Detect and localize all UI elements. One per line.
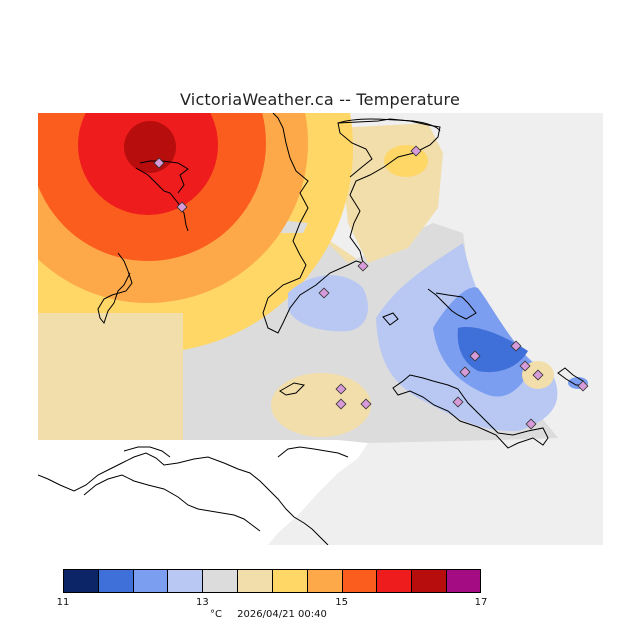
timestamp-label: 2026/04/21 00:40 xyxy=(237,609,327,620)
colorbar-tick-label: 13 xyxy=(195,597,209,608)
coastline xyxy=(38,113,587,545)
unit-label: °C xyxy=(210,609,222,620)
station-marker[interactable] xyxy=(335,383,347,395)
colorbar-swatch xyxy=(167,569,204,593)
colorbar-swatch xyxy=(376,569,413,593)
station-marker[interactable] xyxy=(176,201,188,213)
temperature-colorbar xyxy=(63,569,481,595)
colorbar-swatch xyxy=(237,569,273,593)
colorbar-tick-label: 11 xyxy=(56,597,70,608)
station-marker[interactable] xyxy=(360,398,372,410)
station-marker[interactable] xyxy=(410,145,422,157)
colorbar-swatch xyxy=(272,569,308,593)
colorbar-swatch xyxy=(132,569,169,593)
temperature-contour-map[interactable] xyxy=(38,113,603,545)
colorbar-caption: °C 2026/04/21 00:40 xyxy=(210,609,339,620)
colorbar-swatch xyxy=(306,569,343,593)
station-marker[interactable] xyxy=(318,287,330,299)
colorbar-swatch xyxy=(63,569,99,593)
station-markers xyxy=(153,145,589,430)
colorbar-swatch xyxy=(202,569,239,593)
station-marker[interactable] xyxy=(153,157,165,169)
station-marker[interactable] xyxy=(510,340,522,352)
colorbar-swatch xyxy=(411,569,448,593)
station-marker[interactable] xyxy=(357,260,369,272)
colorbar-swatch xyxy=(97,569,134,593)
station-marker[interactable] xyxy=(459,366,471,378)
station-marker[interactable] xyxy=(532,369,544,381)
temperature-field xyxy=(38,113,603,545)
station-marker[interactable] xyxy=(469,350,481,362)
station-marker[interactable] xyxy=(335,398,347,410)
colorbar-tick-label: 17 xyxy=(474,597,488,608)
station-marker[interactable] xyxy=(519,360,531,372)
colorbar-tick-label: 15 xyxy=(335,597,349,608)
station-marker[interactable] xyxy=(577,380,589,392)
station-marker[interactable] xyxy=(452,396,464,408)
station-marker[interactable] xyxy=(525,418,537,430)
map-title: VictoriaWeather.ca -- Temperature xyxy=(180,90,460,109)
colorbar-swatch xyxy=(446,569,481,593)
colorbar-swatch xyxy=(341,569,378,593)
